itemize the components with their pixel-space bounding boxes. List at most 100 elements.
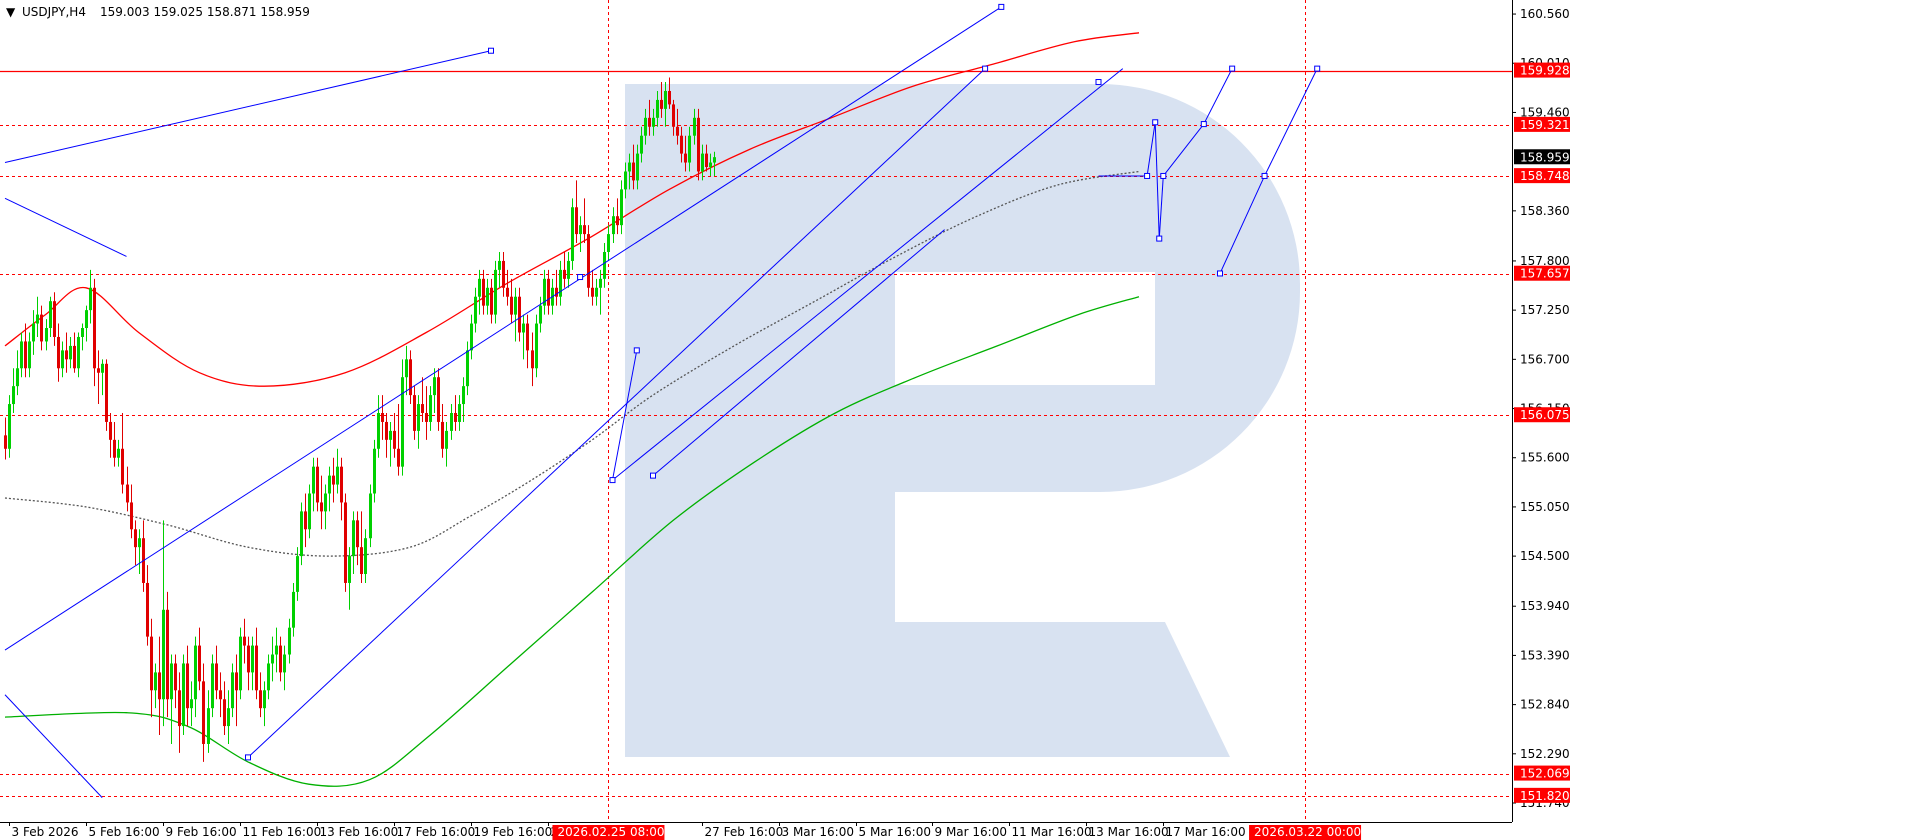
trendline[interactable] [612,350,638,481]
candle-body[interactable] [385,421,388,440]
trendline[interactable] [4,197,127,257]
candle-body[interactable] [93,287,96,369]
candle-body[interactable] [243,636,246,646]
candle-body[interactable] [263,690,266,709]
candle-body[interactable] [498,260,501,270]
candle-body[interactable] [364,538,367,575]
candle-body[interactable] [154,672,157,691]
candle-body[interactable] [397,448,400,467]
candle-body[interactable] [373,448,376,494]
candle-body[interactable] [567,260,570,279]
candle-body[interactable] [583,225,586,235]
candle-body[interactable] [482,278,485,306]
candle-body[interactable] [150,636,153,691]
candle-body[interactable] [121,448,124,485]
candle-body[interactable] [4,435,7,449]
trendline[interactable] [1146,122,1156,177]
candle-body[interactable] [40,314,43,342]
candle-body[interactable] [231,672,234,709]
candle-body[interactable] [340,466,343,503]
candle-body[interactable] [405,359,408,378]
trendline[interactable] [1264,68,1318,177]
candle-body[interactable] [36,314,39,324]
trendline[interactable] [247,68,986,758]
candle-body[interactable] [571,207,574,261]
candle-body[interactable] [288,627,291,655]
trendline-anchor-handle[interactable] [245,754,251,761]
trendline-anchor-handle[interactable] [633,347,640,354]
trendline[interactable] [1162,123,1205,177]
candle-body[interactable] [57,336,60,369]
candle-body[interactable] [409,359,412,396]
candle-body[interactable] [267,663,270,691]
candle-body[interactable] [450,413,453,431]
trendline[interactable] [652,229,945,476]
trendline-anchor-handle[interactable] [650,472,656,479]
candle-body[interactable] [421,404,424,413]
candle-body[interactable] [526,323,529,351]
candle-body[interactable] [539,305,542,324]
candle-body[interactable] [697,117,700,172]
candle-body[interactable] [607,234,610,252]
candle-body[interactable] [425,413,428,422]
candle-body[interactable] [413,395,416,431]
trendline[interactable] [1154,122,1160,239]
candle-body[interactable] [352,520,355,557]
trendline-anchor-handle[interactable] [1200,121,1207,128]
trendline[interactable] [1219,175,1266,274]
candle-body[interactable] [49,301,52,329]
candle-body[interactable] [680,135,683,154]
candle-body[interactable] [514,296,517,315]
candle-body[interactable] [328,475,331,494]
candle-body[interactable] [77,336,80,369]
candle-body[interactable] [324,493,327,512]
candle-body[interactable] [522,323,525,333]
candle-body[interactable] [587,234,590,288]
candle-body[interactable] [134,529,137,548]
candle-body[interactable] [648,117,651,127]
candle-body[interactable] [182,663,185,727]
candle-body[interactable] [130,502,133,530]
candle-body[interactable] [211,663,214,709]
candle-body[interactable] [194,645,197,700]
candle-body[interactable] [109,421,112,440]
candle-body[interactable] [693,117,696,136]
candle-body[interactable] [478,278,481,297]
candle-body[interactable] [292,591,295,628]
candle-body[interactable] [701,153,704,172]
candle-body[interactable] [579,225,582,235]
candle-body[interactable] [518,296,521,333]
trendline-anchor-handle[interactable] [488,47,494,54]
candle-body[interactable] [616,216,619,226]
candle-body[interactable] [146,582,149,637]
trendline[interactable] [4,6,1002,651]
candle-body[interactable] [494,269,497,315]
candle-body[interactable] [32,323,35,342]
candle-body[interactable] [198,645,201,682]
trendline-anchor-handle[interactable] [1261,172,1268,179]
candle-body[interactable] [466,350,469,387]
candle-body[interactable] [89,287,92,311]
candle-body[interactable] [279,645,282,673]
candle-body[interactable] [227,708,230,727]
trendline-anchor-handle[interactable] [998,3,1005,10]
candle-body[interactable] [709,162,712,168]
candle-body[interactable] [223,699,226,727]
candle-body[interactable] [628,162,631,172]
candle-body[interactable] [259,690,262,709]
trendline[interactable] [1203,68,1233,125]
candle-body[interactable] [24,341,27,369]
candle-body[interactable] [474,296,477,324]
candle-body[interactable] [166,609,169,700]
candle-body[interactable] [664,90,667,109]
candle-body[interactable] [45,328,48,342]
candle-body[interactable] [713,157,716,163]
candle-body[interactable] [599,278,602,288]
candle-body[interactable] [174,663,177,691]
candle-body[interactable] [336,466,339,485]
candle-body[interactable] [190,699,193,709]
candle-body[interactable] [620,189,623,226]
candle-body[interactable] [470,323,473,351]
